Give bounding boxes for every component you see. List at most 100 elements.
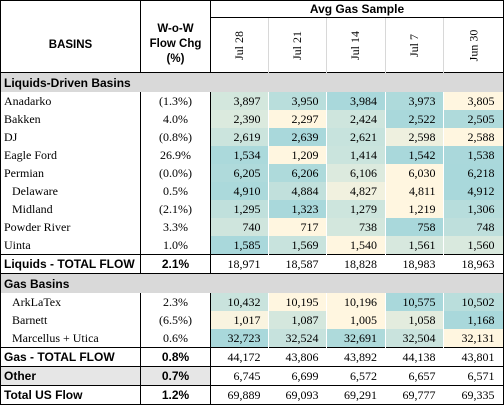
value-cell: 3,897	[210, 92, 269, 110]
value-text: 18,963	[461, 256, 495, 271]
value-cell: 1,087	[268, 311, 327, 329]
value-cell: 717	[268, 218, 327, 236]
wow-change: (1.3%)	[140, 92, 211, 110]
value-cell: 1,561	[385, 236, 444, 255]
section-title: Gas Basins	[0, 273, 504, 293]
value-text: 2,522	[408, 111, 436, 126]
value-cell: 18,983	[385, 254, 444, 274]
table-row: Marcellus + Utica 0.6% 32,723 32,524 32,691 3…	[0, 329, 504, 348]
date-header-label: Jul 7	[406, 33, 421, 57]
value-text: 1,585	[233, 237, 261, 252]
value-cell: 2,639	[268, 128, 327, 146]
value-text: 44,138	[402, 349, 436, 364]
value-text: 1,534	[233, 147, 261, 162]
value-cell: 1,414	[326, 146, 386, 164]
value-text: 2,621	[350, 129, 377, 144]
value-text: 1,542	[408, 147, 436, 162]
avg-gas-sample-title: Avg Gas Sample	[209, 0, 504, 18]
value-text: 18,971	[227, 256, 261, 271]
basin-name: Permian	[0, 164, 141, 182]
wow-change: 2.3%	[140, 293, 211, 311]
value-cell: 1,569	[268, 236, 327, 255]
value-text: 758	[417, 219, 436, 234]
value-cell: 1,058	[385, 311, 444, 329]
section-header-row: Gas Basins	[0, 273, 504, 293]
basin-name: Total US Flow	[0, 385, 141, 405]
value-text: 4,827	[350, 183, 377, 198]
value-cell: 18,828	[326, 254, 386, 274]
wow-change: 1.2%	[140, 385, 211, 405]
value-text: 32,131	[461, 330, 495, 345]
value-cell: 1,540	[326, 236, 386, 255]
value-text: 3,805	[467, 93, 495, 108]
value-cell: 4,827	[326, 182, 386, 200]
basin-name: Midland	[0, 200, 141, 218]
value-cell: 10,432	[210, 293, 269, 311]
value-text: 1,569	[291, 237, 319, 252]
value-cell: 18,971	[210, 254, 269, 274]
value-text: 2,505	[467, 111, 495, 126]
value-cell: 4,884	[268, 182, 327, 200]
table-row: DJ (0.8%) 2,619 2,639 2,621 2,598 2,588	[0, 128, 504, 146]
value-text: 3,950	[291, 93, 319, 108]
wow-change: 0.5%	[140, 182, 211, 200]
value-text: 2,588	[467, 129, 495, 144]
basin-name: ArkLaTex	[0, 293, 141, 311]
table-row: Permian (0.0%) 6,205 6,206 6,106 6,030 6,218	[0, 164, 504, 182]
value-text: 69,291	[344, 387, 377, 402]
date-column-header: Jul 14	[326, 17, 386, 73]
wow-change: 26.9%	[140, 146, 211, 164]
value-cell: 1,168	[442, 311, 504, 329]
header-blank-basins	[0, 0, 141, 18]
table-row: Uinta 1.0% 1,585 1,569 1,540 1,561 1,560	[0, 236, 504, 255]
value-text: 1,538	[467, 147, 495, 162]
wow-column-header: W-o-W Flow Chg (%)	[140, 17, 211, 73]
value-text: 4,811	[408, 183, 436, 198]
value-cell: 10,502	[442, 293, 504, 311]
wow-header-line2: Flow Chg	[149, 38, 202, 51]
total-row: Gas - TOTAL FLOW 0.8% 44,172 43,806 43,892 44…	[0, 347, 504, 367]
value-cell: 10,575	[385, 293, 444, 311]
value-text: 10,195	[285, 294, 319, 309]
date-column-header: Jun 30	[442, 17, 504, 73]
value-text: 44,172	[227, 349, 261, 364]
basin-name: Bakken	[0, 110, 141, 128]
value-cell: 1,209	[268, 146, 327, 164]
value-text: 1,414	[350, 147, 377, 162]
value-text: 69,777	[402, 387, 436, 402]
value-cell: 748	[442, 218, 504, 236]
wow-header-line3: (%)	[166, 53, 185, 66]
wow-change: 0.8%	[140, 347, 211, 367]
table-row: Delaware 0.5% 4,910 4,884 4,827 4,811 4,912	[0, 182, 504, 200]
value-cell: 2,390	[210, 110, 269, 128]
value-text: 1,219	[408, 201, 436, 216]
value-text: 1,017	[233, 312, 261, 327]
value-cell: 2,621	[326, 128, 386, 146]
value-text: 10,432	[227, 294, 261, 309]
value-cell: 18,963	[442, 254, 504, 274]
value-text: 32,504	[402, 330, 436, 345]
value-text: 6,218	[467, 165, 495, 180]
value-text: 18,587	[285, 256, 319, 271]
value-cell: 18,587	[268, 254, 327, 274]
basin-name: DJ	[0, 128, 141, 146]
value-cell: 6,106	[326, 164, 386, 182]
value-cell: 32,524	[268, 329, 327, 348]
value-cell: 32,504	[385, 329, 444, 348]
section-title: Liquids-Driven Basins	[0, 72, 504, 92]
wow-change: 0.6%	[140, 329, 211, 348]
value-cell: 2,297	[268, 110, 327, 128]
value-text: 1,209	[291, 147, 319, 162]
value-cell: 32,131	[442, 329, 504, 348]
value-cell: 1,219	[385, 200, 444, 218]
wow-change: 1.0%	[140, 236, 211, 255]
value-cell: 2,619	[210, 128, 269, 146]
value-cell: 69,093	[268, 385, 327, 405]
value-cell: 1,306	[442, 200, 504, 218]
value-text: 43,806	[285, 349, 319, 364]
value-cell: 1,323	[268, 200, 327, 218]
value-text: 748	[476, 219, 495, 234]
value-cell: 1,295	[210, 200, 269, 218]
value-cell: 6,030	[385, 164, 444, 182]
